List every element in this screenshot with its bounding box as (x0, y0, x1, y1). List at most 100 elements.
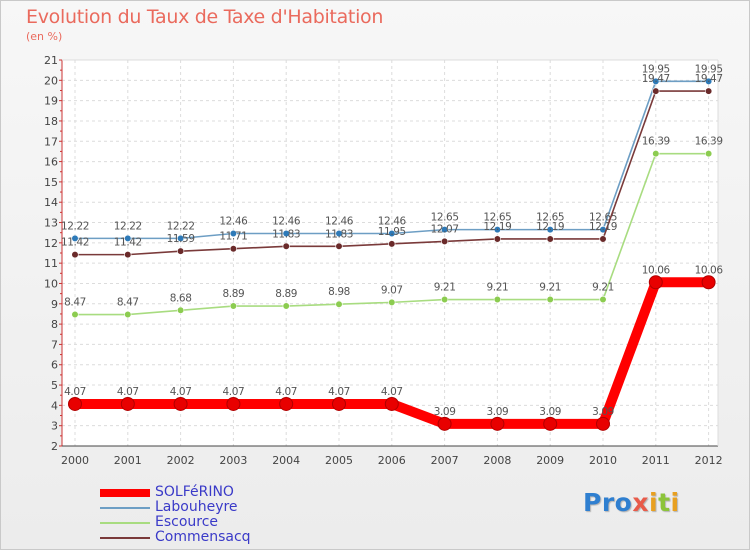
y-tick-label: 15 (44, 176, 58, 189)
data-label-escource: 8.89 (275, 288, 297, 300)
data-label-solf-rino: 3.09 (487, 406, 509, 418)
y-tick-label: 9 (51, 298, 58, 311)
y-tick-label: 18 (44, 115, 58, 128)
series-point-escource (282, 302, 290, 310)
data-label-labouheyre: 19.95 (642, 63, 670, 75)
logo-letter: r (601, 488, 615, 517)
data-label-escource: 8.98 (328, 286, 350, 298)
data-label-commensacq: 11.59 (167, 233, 195, 245)
legend-label: Escource (155, 514, 219, 530)
proxiti-logo: Proxiti (583, 488, 680, 517)
data-label-commensacq: 11.95 (378, 226, 406, 238)
x-tick-label: 2002 (167, 454, 195, 467)
data-label-labouheyre: 19.95 (695, 63, 723, 75)
data-label-commensacq: 11.83 (272, 228, 300, 240)
data-label-labouheyre: 12.65 (431, 212, 459, 224)
logo-letter: t (658, 488, 671, 517)
x-tick-label: 2005 (325, 454, 353, 467)
legend-swatch (100, 507, 150, 509)
data-label-solf-rino: 4.07 (381, 386, 403, 398)
data-label-escource: 9.21 (539, 282, 561, 294)
data-label-labouheyre: 12.65 (536, 212, 564, 224)
series-point-solf-rino (173, 396, 188, 411)
series-point-labouheyre (441, 226, 449, 234)
y-tick-label: 13 (44, 217, 58, 230)
logo-letter: x (632, 488, 649, 517)
data-label-commensacq: 11.42 (61, 237, 89, 249)
x-tick-label: 2012 (695, 454, 723, 467)
series-point-escource (704, 150, 713, 158)
series-point-solf-rino (279, 396, 294, 411)
y-tick-label: 17 (44, 135, 58, 148)
x-tick-label: 2007 (431, 454, 459, 467)
plot-area (62, 60, 718, 446)
series-point-commensacq (388, 240, 396, 248)
data-label-solf-rino: 4.07 (328, 386, 350, 398)
y-tick-label: 21 (44, 54, 58, 67)
x-tick-label: 2004 (272, 454, 300, 467)
y-tick-label: 20 (44, 74, 58, 87)
series-point-escource (124, 310, 132, 319)
series-point-commensacq (229, 245, 237, 253)
data-label-solf-rino: 4.07 (117, 386, 139, 398)
y-tick-label: 16 (44, 156, 58, 169)
series-point-solf-rino (596, 416, 610, 431)
data-label-solf-rino: 3.09 (592, 406, 614, 418)
data-label-escource: 9.21 (592, 282, 614, 294)
series-point-commensacq (71, 251, 79, 259)
series-point-commensacq (493, 235, 502, 243)
legend-label: Commensacq (155, 529, 251, 545)
x-tick-label: 2000 (61, 454, 89, 467)
logo-letter: i (649, 488, 659, 517)
legend-label: Labouheyre (155, 499, 238, 515)
data-label-commensacq: 12.19 (483, 221, 511, 233)
series-point-labouheyre (282, 229, 290, 238)
series-point-solf-rino (543, 416, 558, 431)
series-point-escource (546, 295, 554, 304)
series-point-escource (177, 306, 185, 314)
series-point-escource (493, 295, 502, 304)
legend-label: SOLFéRINO (155, 484, 234, 500)
logo-letter: P (583, 488, 602, 517)
series-point-solf-rino (648, 275, 663, 290)
series-point-commensacq (546, 235, 554, 243)
series-point-solf-rino (120, 396, 135, 411)
series-point-solf-rino (384, 396, 399, 411)
y-tick-label: 8 (51, 318, 58, 331)
unit-label: (en %) (26, 30, 63, 43)
series-point-escource (229, 302, 237, 310)
legend-swatch (100, 537, 150, 539)
y-tick-label: 3 (51, 420, 58, 433)
data-label-commensacq: 12.07 (431, 223, 459, 235)
series-point-labouheyre (704, 77, 713, 85)
y-tick-label: 2 (51, 440, 58, 453)
data-label-labouheyre: 12.22 (61, 220, 89, 232)
data-label-solf-rino: 10.06 (695, 264, 724, 276)
series-point-commensacq (704, 87, 713, 95)
data-label-escource: 8.89 (223, 288, 245, 300)
series-point-commensacq (441, 237, 449, 246)
data-label-solf-rino: 4.07 (170, 386, 192, 398)
logo-letter: o (614, 488, 633, 517)
y-tick-label: 5 (51, 379, 58, 392)
data-label-labouheyre: 12.46 (325, 215, 354, 227)
y-tick-label: 7 (51, 338, 58, 351)
data-label-commensacq: 11.83 (325, 228, 353, 240)
data-label-commensacq: 11.71 (219, 231, 247, 243)
series-point-solf-rino (68, 396, 82, 411)
series-point-escource (335, 300, 343, 308)
series-point-labouheyre (177, 234, 185, 242)
data-label-escource: 9.21 (434, 282, 456, 294)
y-tick-label: 10 (44, 277, 58, 290)
data-label-labouheyre: 12.22 (114, 220, 142, 232)
chart-title: Evolution du Taux de Taxe d'Habitation (26, 6, 384, 28)
x-tick-label: 2010 (589, 454, 617, 467)
series-point-commensacq (282, 242, 290, 250)
data-label-escource: 8.47 (64, 297, 86, 309)
series-point-escource (388, 298, 396, 306)
series-point-escource (441, 295, 449, 304)
series-point-commensacq (177, 247, 185, 255)
data-label-solf-rino: 4.07 (275, 386, 297, 398)
data-label-labouheyre: 12.46 (378, 215, 407, 227)
